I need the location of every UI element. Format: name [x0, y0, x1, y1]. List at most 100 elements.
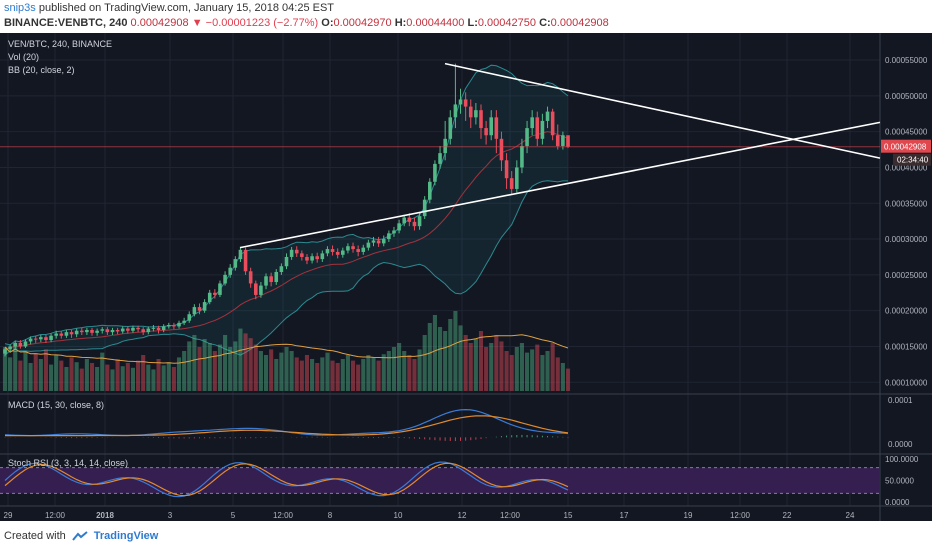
candle-body: [146, 328, 151, 333]
candle-body: [341, 250, 345, 255]
volume-bar: [356, 364, 361, 391]
candle-body: [545, 111, 550, 121]
author-link[interactable]: snip3s: [4, 2, 36, 14]
volume-bar: [13, 343, 18, 391]
candle-body: [428, 181, 432, 200]
candle-body: [197, 307, 202, 311]
volume-bar: [468, 343, 473, 391]
candle-body: [530, 117, 534, 129]
candle-body: [182, 320, 186, 323]
candle-body: [489, 117, 494, 136]
volume-bar: [23, 351, 28, 391]
candle-body: [156, 327, 161, 330]
volume-bar: [330, 360, 335, 391]
volume-bar: [161, 365, 166, 391]
volume-bar: [402, 351, 407, 391]
candle-body: [207, 292, 212, 303]
time-tick-label: 12:00: [273, 511, 294, 520]
price-tick-label: 0.00035000: [885, 199, 928, 208]
candle-body: [294, 249, 299, 254]
candle-body: [166, 324, 171, 327]
volume-bar: [156, 359, 161, 391]
volume-bar: [335, 363, 340, 391]
volume-bar: [448, 319, 453, 391]
volume-bar: [95, 367, 100, 391]
candle-body: [479, 110, 483, 129]
candle-body: [269, 276, 273, 283]
volume-bar: [499, 341, 504, 391]
volume-bar: [407, 355, 412, 391]
volume-bar: [458, 325, 463, 391]
volume-bar: [223, 335, 228, 391]
macd-lines: [4, 408, 569, 442]
candle-body: [458, 99, 463, 105]
candle-body: [555, 135, 560, 146]
close-value: 0.00042908: [550, 17, 609, 29]
volume-bar: [187, 341, 192, 391]
candle-body: [161, 326, 166, 330]
bb-lower: [4, 180, 568, 356]
candle-body: [264, 276, 268, 286]
candle-body: [192, 307, 197, 315]
time-tick-label: 22: [783, 511, 792, 520]
candle-body: [412, 221, 417, 227]
volume-bar: [320, 357, 325, 391]
volume-bar: [233, 341, 238, 391]
time-tick-label: 19: [684, 511, 693, 520]
volume-bar: [176, 357, 182, 391]
candle-body: [218, 283, 222, 295]
candles: [3, 63, 570, 357]
candle-body: [233, 259, 238, 268]
candle-body: [289, 249, 294, 257]
bollinger-bands: [4, 64, 569, 356]
candle-body: [561, 135, 565, 146]
time-tick-label: 3: [168, 511, 173, 520]
volume-bar: [258, 351, 263, 391]
volume-bar: [555, 357, 560, 391]
volume-bar: [238, 328, 243, 391]
trading-chart[interactable]: 0.00055000 0.00050000 0.00045000 0.00040000…: [0, 33, 932, 521]
candle-body: [351, 246, 355, 250]
volume-bar: [391, 347, 397, 391]
bb-upper: [4, 64, 569, 346]
candle-body: [33, 338, 38, 340]
candle-body: [28, 338, 33, 342]
candle-body: [172, 324, 176, 327]
candle-body: [550, 111, 555, 136]
volume-bar: [366, 355, 371, 391]
volume-bar: [361, 359, 366, 391]
rsi-tick-label: 0.0000: [885, 498, 910, 507]
volume-bar: [422, 335, 427, 391]
volume-bar: [130, 367, 136, 391]
volume-bar: [120, 366, 125, 391]
candle-body: [540, 120, 545, 139]
price-tick-label: 0.00045000: [885, 128, 928, 137]
volume-bar: [146, 364, 151, 391]
created-with-text: Created with: [4, 530, 66, 542]
candle-body: [300, 253, 304, 257]
volume-bar: [166, 362, 171, 391]
volume-bar: [535, 344, 540, 391]
volume-bar: [243, 333, 248, 391]
publish-info: snip3s published on TradingView.com, Jan…: [4, 2, 932, 14]
volume-bar: [432, 315, 437, 391]
candle-body: [177, 322, 181, 327]
candle-body: [346, 246, 350, 251]
volume-bar: [151, 369, 156, 391]
volume-bar: [228, 347, 233, 391]
candle-body: [151, 327, 156, 329]
price-tick-label: 0.00025000: [885, 271, 928, 280]
price-axis-area: [880, 33, 932, 521]
volume-bar: [284, 347, 289, 391]
open-value: 0.00042970: [333, 17, 392, 29]
tradingview-brand[interactable]: TradingView: [93, 530, 159, 542]
tradingview-logo-icon: [71, 531, 88, 541]
volume-bar: [345, 355, 350, 391]
candle-body: [223, 274, 227, 284]
candle-body: [397, 223, 401, 231]
candle-body: [566, 135, 570, 147]
volume-bar: [33, 353, 38, 391]
countdown-text: 02:34:40: [897, 156, 929, 165]
candle-body: [330, 249, 335, 252]
countdown-tag: [893, 153, 931, 166]
